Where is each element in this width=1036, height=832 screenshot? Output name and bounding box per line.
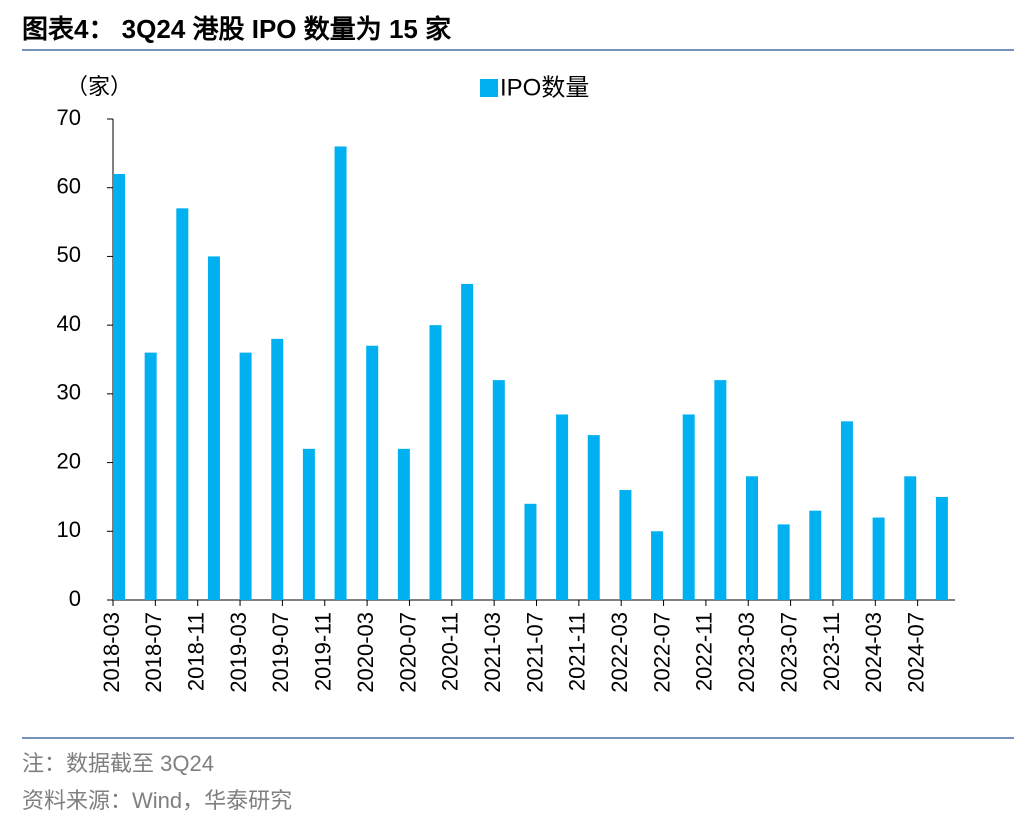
bar bbox=[113, 173, 125, 600]
bar bbox=[366, 345, 379, 600]
bar bbox=[144, 352, 157, 600]
x-tick-label: 2021-07 bbox=[522, 612, 547, 693]
x-tick-label: 2023-03 bbox=[734, 612, 759, 693]
bar bbox=[556, 414, 569, 600]
x-tick-label: 2024-07 bbox=[903, 612, 928, 693]
bar bbox=[904, 476, 917, 600]
x-tick-label: 2021-03 bbox=[480, 612, 505, 693]
bar bbox=[524, 503, 537, 600]
x-tick-label: 2023-07 bbox=[776, 612, 801, 693]
y-tick-label: 30 bbox=[57, 380, 81, 405]
x-tick-label: 2020-07 bbox=[395, 612, 420, 693]
bar bbox=[935, 496, 948, 600]
x-tick-label: 2019-11 bbox=[311, 612, 336, 691]
x-tick-label: 2020-11 bbox=[438, 612, 463, 691]
bar bbox=[461, 283, 474, 600]
y-tick-label: 20 bbox=[57, 448, 81, 473]
legend-label: IPO数量 bbox=[500, 74, 589, 101]
x-tick-label: 2022-03 bbox=[607, 612, 632, 693]
bar bbox=[809, 510, 822, 600]
x-tick-label: 2021-11 bbox=[565, 612, 590, 691]
bar bbox=[840, 421, 853, 600]
bar bbox=[777, 524, 790, 600]
x-tick-label: 2024-03 bbox=[861, 612, 886, 693]
y-tick-label: 10 bbox=[57, 517, 81, 542]
bar bbox=[492, 380, 505, 600]
y-tick-label: 60 bbox=[57, 174, 81, 199]
source: 资料来源：Wind，华泰研究 bbox=[22, 788, 292, 813]
x-tick-label: 2019-07 bbox=[268, 612, 293, 693]
bar bbox=[239, 352, 252, 600]
note: 注：数据截至 3Q24 bbox=[22, 751, 214, 776]
bar bbox=[271, 338, 284, 600]
x-tick-label: 2018-03 bbox=[99, 612, 124, 693]
bar bbox=[872, 517, 885, 600]
bar bbox=[619, 490, 632, 600]
x-tick-label: 2020-03 bbox=[353, 612, 378, 693]
y-tick-label: 70 bbox=[57, 105, 81, 130]
chart-title: 图表4： 3Q24 港股 IPO 数量为 15 家 bbox=[22, 14, 451, 44]
y-tick-label: 0 bbox=[69, 586, 81, 611]
bar bbox=[397, 448, 410, 600]
bar bbox=[714, 380, 727, 600]
bar bbox=[176, 208, 189, 601]
x-tick-label: 2022-07 bbox=[649, 612, 674, 693]
legend-swatch bbox=[480, 79, 498, 97]
bar bbox=[429, 325, 442, 600]
y-unit: （家） bbox=[66, 74, 132, 99]
bar bbox=[334, 146, 347, 600]
bar bbox=[651, 531, 664, 600]
y-tick-label: 50 bbox=[57, 242, 81, 267]
y-tick-label: 40 bbox=[57, 311, 81, 336]
bar bbox=[587, 435, 600, 600]
x-tick-label: 2018-07 bbox=[141, 612, 166, 693]
x-tick-label: 2018-11 bbox=[184, 612, 209, 691]
x-tick-label: 2019-03 bbox=[226, 612, 251, 693]
bar bbox=[746, 476, 758, 600]
bar bbox=[207, 256, 220, 600]
bar bbox=[302, 448, 315, 600]
bar bbox=[682, 414, 695, 600]
x-tick-label: 2022-11 bbox=[692, 612, 717, 691]
x-tick-label: 2023-11 bbox=[819, 612, 844, 691]
